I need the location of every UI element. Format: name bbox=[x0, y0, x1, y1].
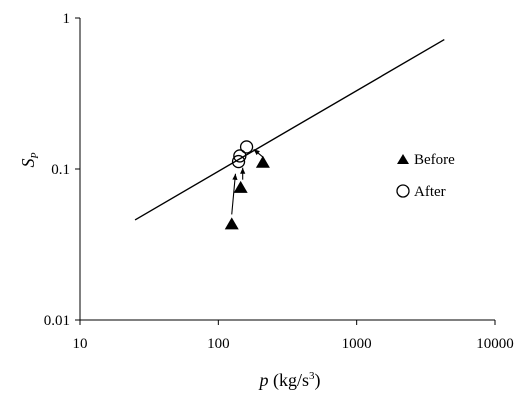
point-before bbox=[224, 217, 239, 230]
arrows bbox=[231, 148, 264, 215]
arrow-head bbox=[240, 167, 246, 174]
point-after bbox=[239, 140, 254, 154]
x-tick-label: 1000 bbox=[342, 336, 372, 352]
data-points bbox=[224, 140, 270, 230]
x-tick-label: 100 bbox=[207, 336, 230, 352]
point-after bbox=[233, 149, 247, 163]
legend-marker-before bbox=[397, 154, 409, 164]
x-tick-label: 10 bbox=[73, 336, 88, 352]
x-axis-label-unit: (kg/s bbox=[269, 370, 310, 391]
arrow-head bbox=[232, 173, 238, 180]
point-before bbox=[255, 155, 270, 168]
point-before bbox=[233, 180, 248, 193]
y-axis-label: SP bbox=[18, 152, 41, 167]
x-tick-label: 10000 bbox=[476, 336, 514, 352]
y-tick-label: 0.1 bbox=[51, 162, 70, 178]
legend-marker-after bbox=[396, 184, 410, 198]
point-after bbox=[231, 154, 246, 169]
arrow-shaft bbox=[231, 173, 237, 215]
legend-label-after: After bbox=[414, 184, 446, 200]
trend-line bbox=[134, 38, 445, 221]
x-axis-label-var: p bbox=[258, 370, 269, 390]
y-axis-label-var: S bbox=[18, 159, 38, 168]
x-axis-label: p (kg/s3) bbox=[258, 370, 321, 391]
legend: Before After bbox=[396, 152, 455, 200]
axis-ticks: 10 100 1000 10000 0.01 0.1 1 bbox=[44, 11, 514, 352]
x-axis-label-close: ) bbox=[315, 370, 321, 391]
plot-area: 10 100 1000 10000 0.01 0.1 1 bbox=[44, 11, 514, 352]
legend-label-before: Before bbox=[414, 152, 455, 168]
y-tick-label: 0.01 bbox=[44, 313, 70, 329]
y-axis-label-sub: P bbox=[30, 152, 41, 159]
x-axis-label-sup: 3 bbox=[309, 370, 315, 382]
arrow-head bbox=[253, 149, 260, 156]
y-tick-label: 1 bbox=[63, 11, 71, 27]
